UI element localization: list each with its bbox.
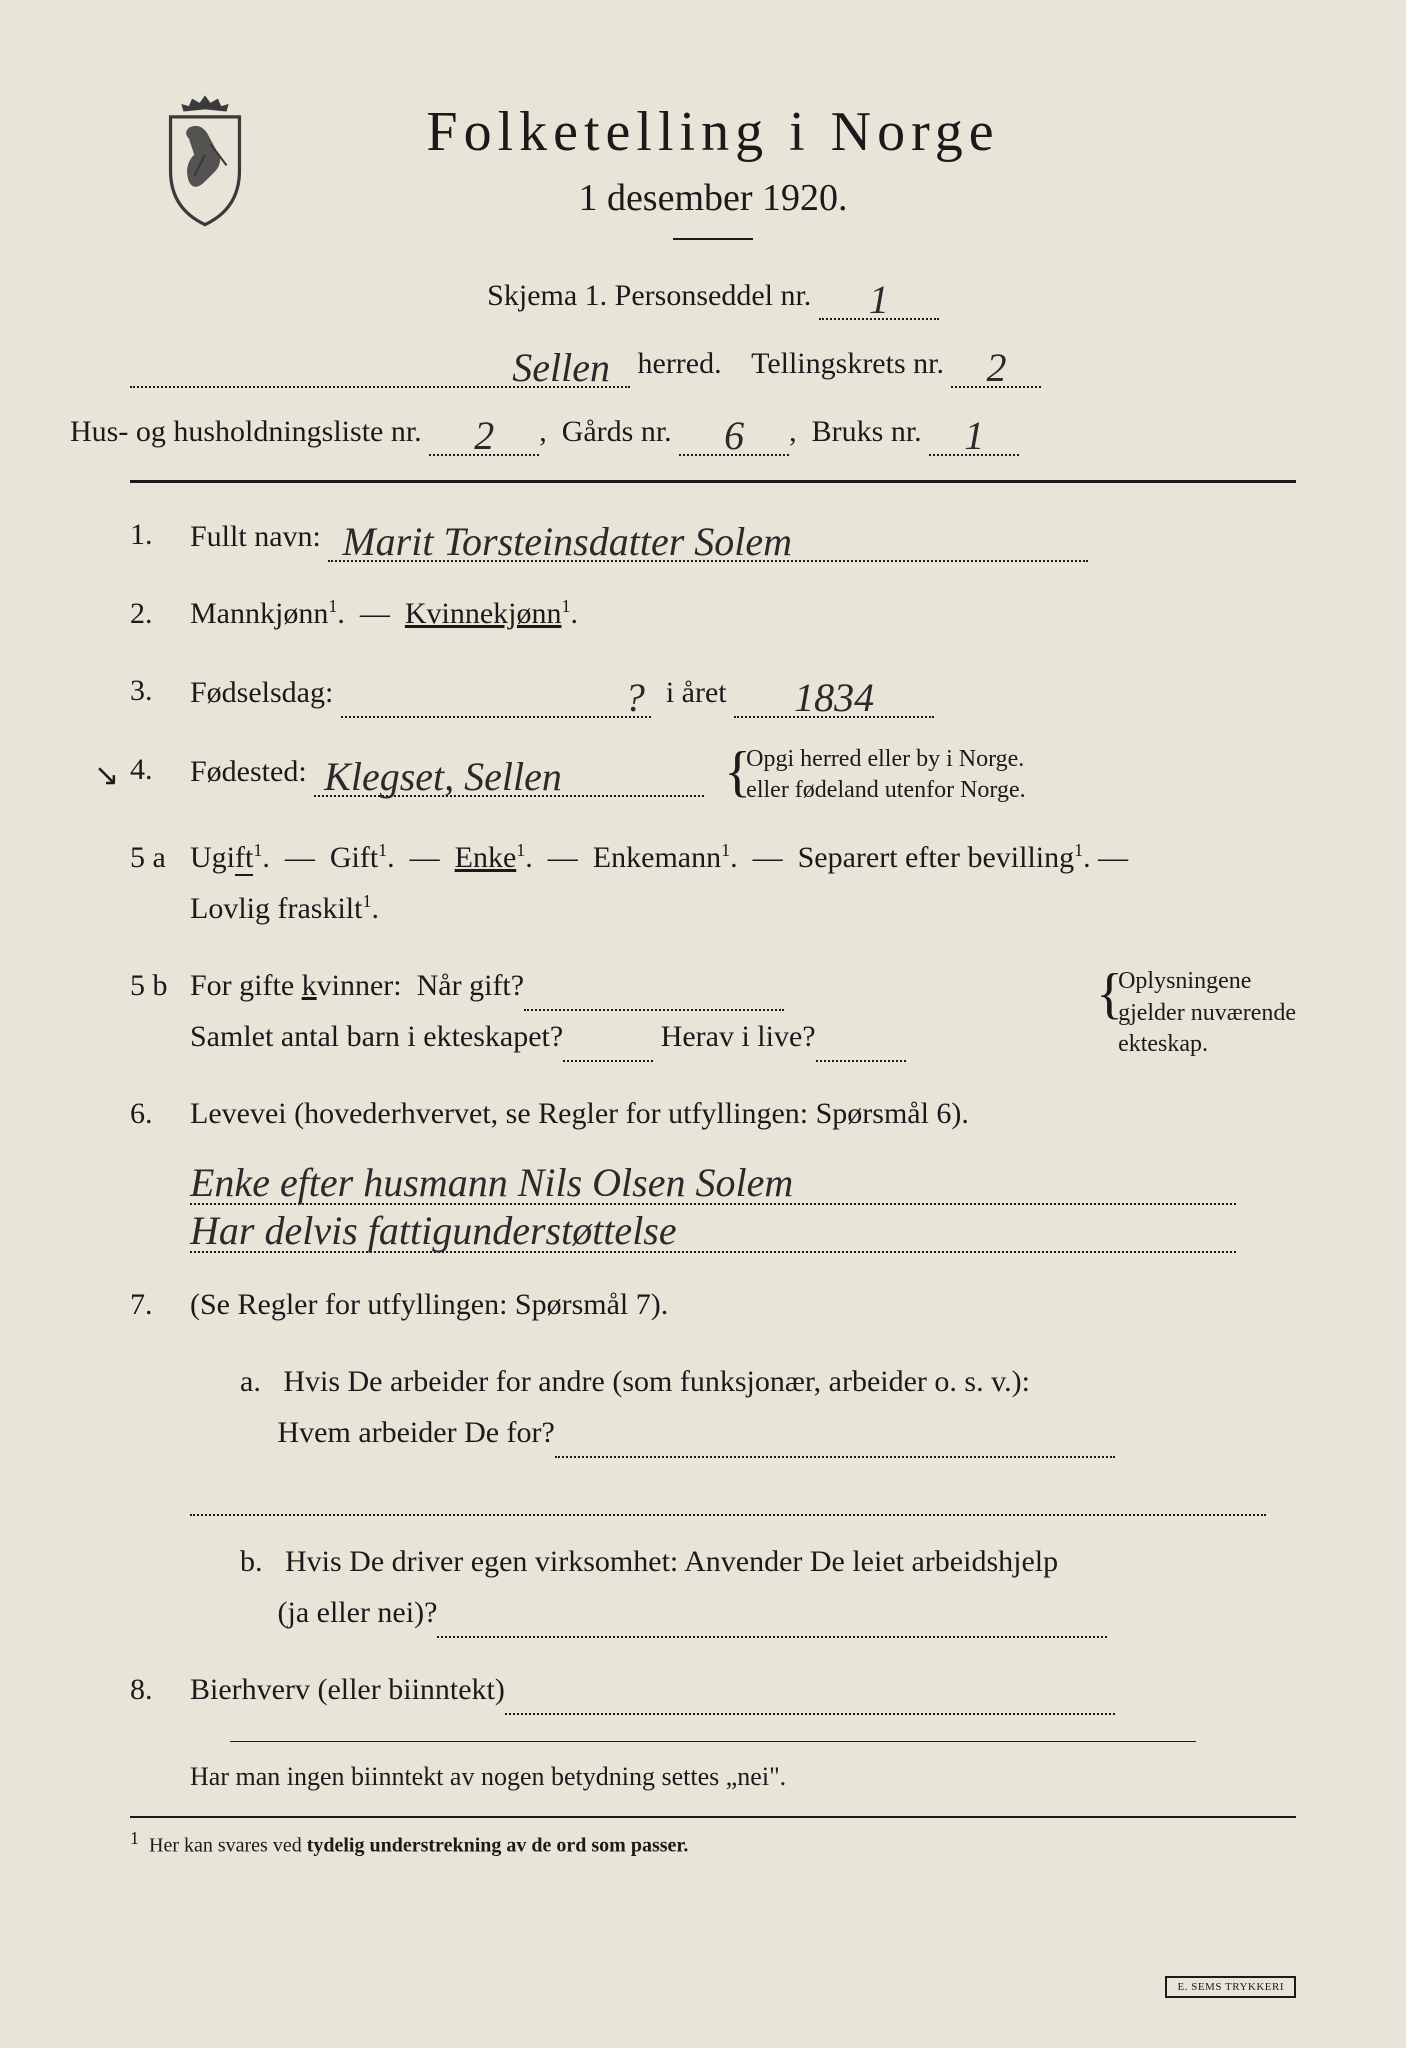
tellingskrets-label: Tellingskrets nr. xyxy=(751,347,944,380)
q2-num: 2. xyxy=(130,588,153,639)
form-title: Folketelling i Norge xyxy=(130,90,1296,164)
q5b-note2: gjelder nuværende xyxy=(1118,1000,1296,1026)
q6-num: 6. xyxy=(130,1088,153,1139)
q5a-enke: Enke xyxy=(455,841,517,874)
q7a-text2: Hvem arbeider De for? xyxy=(278,1416,555,1449)
q5b-note: Oplysningene gjelder nuværende ekteskap. xyxy=(1096,966,1296,1062)
q6-value1: Enke efter husmann Nils Olsen Solem xyxy=(190,1165,793,1201)
q8-num: 8. xyxy=(130,1664,153,1715)
footnote-text: Her kan svares ved tydelig understreknin… xyxy=(149,1835,688,1857)
q5b-label1: For gifte kvinner: Når gift? xyxy=(190,969,524,1002)
q1-num: 1. xyxy=(130,509,153,560)
herred-name: Sellen xyxy=(512,350,610,386)
footnote-marker: 1 xyxy=(130,1828,139,1848)
q7a-blank-line xyxy=(190,1478,1266,1516)
q5b-note1: Oplysningene xyxy=(1118,968,1251,994)
q2-mann: Mannkjønn xyxy=(190,597,328,630)
q6-answer-line1: Enke efter husmann Nils Olsen Solem xyxy=(190,1165,1236,1205)
coat-of-arms-icon xyxy=(150,90,260,230)
q4-line: ↘ 4. Fødested: Klegset, Sellen Opgi herr… xyxy=(130,744,1296,806)
q5a-line: 5 a Ugift1. — Gift1. — Enke1. — Enkemann… xyxy=(130,832,1296,934)
census-form-page: Folketelling i Norge 1 desember 1920. Sk… xyxy=(0,0,1406,2048)
gards-label: Gårds nr. xyxy=(562,415,672,448)
q5b-label2: Samlet antal barn i ekteskapet? xyxy=(190,1020,563,1053)
q3-day: ? xyxy=(625,680,645,716)
form-header: Folketelling i Norge 1 desember 1920. xyxy=(130,90,1296,240)
q4-note1: Opgi herred eller by i Norge. xyxy=(746,746,1024,772)
q7-num: 7. xyxy=(130,1279,153,1330)
q5a-enkemann: Enkemann xyxy=(593,841,721,874)
herred-line: Sellen herred. Tellingskrets nr. 2 xyxy=(130,338,1296,388)
q5b-label3: Herav i live? xyxy=(661,1020,816,1053)
section-divider xyxy=(130,480,1296,483)
hushold-line: Hus- og husholdningsliste nr. 2, Gårds n… xyxy=(70,406,1296,456)
q5b-line: 5 b For gifte kvinner: Når gift? Samlet … xyxy=(130,960,1296,1062)
q4-num: 4. xyxy=(130,744,153,795)
q4-value: Klegset, Sellen xyxy=(324,759,562,795)
printer-stamp: E. SEMS TRYKKERI xyxy=(1165,1976,1296,1998)
q7a-label: a. xyxy=(240,1365,261,1398)
footnote: 1 Her kan svares ved tydelig understrekn… xyxy=(130,1816,1296,1858)
q6-line: 6. Levevei (hovederhvervet, se Regler fo… xyxy=(130,1088,1296,1139)
q7b-line: b. Hvis De driver egen virksomhet: Anven… xyxy=(130,1536,1296,1638)
q8-label: Bierhverv (eller biinntekt) xyxy=(190,1673,505,1706)
bottom-divider xyxy=(230,1741,1196,1742)
q7a-line: a. Hvis De arbeider for andre (som funks… xyxy=(130,1356,1296,1458)
q4-note: Opgi herred eller by i Norge. eller føde… xyxy=(724,744,1025,806)
tellingskrets-nr: 2 xyxy=(986,350,1006,386)
q5a-gift: Gift xyxy=(330,841,378,874)
q3-year: 1834 xyxy=(794,680,874,716)
skjema-label: Skjema 1. Personseddel nr. xyxy=(487,279,811,312)
q7b-text2: (ja eller nei)? xyxy=(278,1596,438,1629)
margin-mark-icon: ↘ xyxy=(94,750,119,801)
bruks-label: Bruks nr. xyxy=(812,415,922,448)
q1-line: 1. Fullt navn: Marit Torsteinsdatter Sol… xyxy=(130,509,1296,562)
q7-line: 7. (Se Regler for utfyllingen: Spørsmål … xyxy=(130,1279,1296,1330)
bruks-nr: 1 xyxy=(964,418,984,454)
q5b-num: 5 b xyxy=(130,960,168,1011)
q1-label: Fullt navn: xyxy=(190,520,321,553)
gards-nr: 6 xyxy=(724,418,744,454)
q7b-text1: Hvis De driver egen virksomhet: Anvender… xyxy=(285,1545,1058,1578)
personseddel-nr: 1 xyxy=(869,282,889,318)
q5a-num: 5 a xyxy=(130,832,166,883)
q5a-separert: Separert efter bevilling xyxy=(798,841,1075,874)
form-subtitle: 1 desember 1920. xyxy=(130,176,1296,220)
q5b-note3: ekteskap. xyxy=(1118,1031,1208,1057)
q1-value: Marit Torsteinsdatter Solem xyxy=(342,524,792,560)
q4-label: Fødested: xyxy=(190,755,307,788)
q3-label: Fødselsdag: xyxy=(190,676,333,709)
q4-note2: eller fødeland utenfor Norge. xyxy=(746,777,1025,803)
q7-label: (Se Regler for utfyllingen: Spørsmål 7). xyxy=(190,1288,668,1321)
q7a-text1: Hvis De arbeider for andre (som funksjon… xyxy=(283,1365,1030,1398)
herred-label: herred. xyxy=(638,347,722,380)
q2-line: 2. Mannkjønn1. — Kvinnekjønn1. xyxy=(130,588,1296,639)
q7b-label: b. xyxy=(240,1545,263,1578)
q6-answer-line2: Har delvis fattigunderstøttelse xyxy=(190,1213,1236,1253)
q5a-ugift: Ugift xyxy=(190,841,253,876)
q3-num: 3. xyxy=(130,665,153,716)
q6-label: Levevei (hovederhvervet, se Regler for u… xyxy=(190,1097,969,1130)
q8-line: 8. Bierhverv (eller biinntekt) xyxy=(130,1664,1296,1715)
q5a-fraskilt: Lovlig fraskilt xyxy=(190,892,362,925)
q3-line: 3. Fødselsdag: ? i året 1834 xyxy=(130,665,1296,718)
q6-value2: Har delvis fattigunderstøttelse xyxy=(190,1213,677,1249)
bottom-note: Har man ingen biinntekt av nogen betydni… xyxy=(190,1762,1296,1792)
skjema-line: Skjema 1. Personseddel nr. 1 xyxy=(130,270,1296,320)
title-divider xyxy=(673,238,753,240)
q3-year-label: i året xyxy=(666,676,727,709)
hushold-label: Hus- og husholdningsliste nr. xyxy=(70,415,422,448)
hushold-nr: 2 xyxy=(474,418,494,454)
q2-kvinne: Kvinnekjønn xyxy=(405,597,562,630)
